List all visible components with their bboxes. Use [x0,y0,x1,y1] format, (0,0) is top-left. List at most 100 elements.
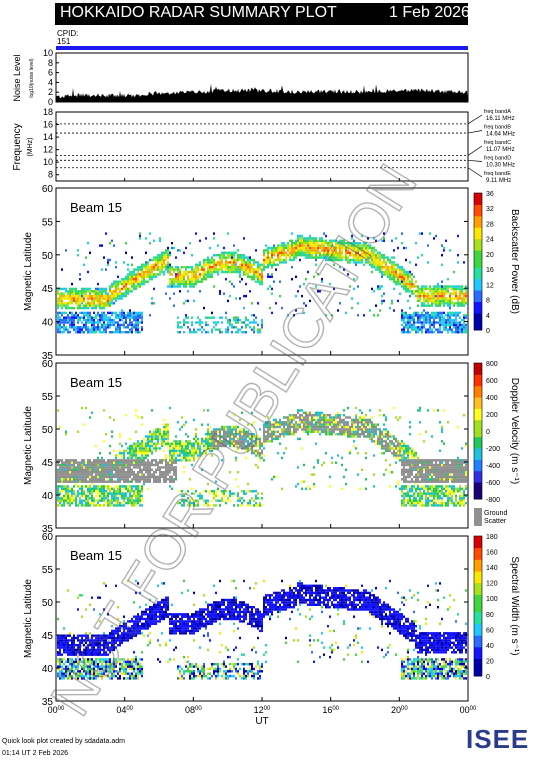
heatmap-cell [285,433,287,436]
heatmap-cell [311,428,313,431]
heatmap-cell [401,499,403,502]
heatmap-cell [193,499,195,502]
heatmap-cell [111,473,113,476]
heatmap-cell [251,444,253,448]
heatmap-cell [139,497,141,500]
heatmap-cell [241,501,243,505]
heatmap-cell [253,499,255,502]
heatmap-cell [167,268,169,271]
heatmap-cell [269,251,271,254]
heatmap-cell [389,273,391,276]
heatmap-cell [109,316,111,319]
heatmap-cell [247,501,249,505]
heatmap-cell [153,459,155,462]
heatmap-cell [111,478,113,481]
heatmap-cell [155,471,157,474]
heatmap-cell [193,275,195,278]
heatmap-cell [71,323,73,327]
heatmap-cell [463,323,465,327]
heatmap-cell [351,249,353,252]
heatmap-cell [433,318,435,322]
heatmap-cell [139,449,141,452]
heatmap-cell [403,447,405,450]
heatmap-cell [95,461,97,464]
heatmap-cell [421,285,423,288]
heatmap-cell [359,254,361,257]
heatmap-cell [457,304,459,307]
heatmap-cell [93,318,95,322]
heatmap-cell [199,454,201,457]
heatmap-cell [131,449,133,452]
heatmap-cell [389,306,391,310]
heatmap-cell [365,421,367,424]
heatmap-cell [361,416,363,419]
heatmap-cell [241,254,243,257]
heatmap-cell [257,270,259,274]
heatmap-cell [163,466,165,469]
heatmap-cell [125,280,127,283]
heatmap-cell [73,466,75,469]
heatmap-cell [359,416,361,419]
heatmap-cell [61,497,63,500]
heatmap-cell [143,273,145,276]
heatmap-cell [107,292,109,295]
heatmap-cell [375,433,377,436]
heatmap-cell [389,433,391,436]
heatmap-cell [165,249,167,252]
heatmap-cell [241,428,243,431]
heatmap-cell [461,302,463,305]
heatmap-cell [465,316,467,319]
heatmap-cell [311,430,313,433]
heatmap-cell [145,478,147,481]
heatmap-cell [201,437,203,441]
heatmap-cell [205,270,207,274]
heatmap-cell [115,499,117,502]
heatmap-cell [219,256,221,259]
heatmap-cell [195,428,197,431]
heatmap-cell [405,449,407,452]
heatmap-cell [175,466,177,469]
heatmap-cell [463,331,465,334]
heatmap-cell [141,280,143,283]
heatmap-cell [401,504,403,507]
heatmap-cell [233,435,235,438]
heatmap-cell [167,433,169,436]
heatmap-cell [125,463,127,467]
heatmap-cell [291,416,293,419]
heatmap-cell [405,494,407,498]
heatmap-cell [321,430,323,433]
heatmap-cell [393,287,395,291]
heatmap-cell [305,256,307,259]
heatmap-cell [423,297,425,300]
heatmap-cell [135,490,137,493]
heatmap-cell [65,499,67,502]
heatmap-cell [83,263,85,266]
heatmap-cell [457,285,459,288]
heatmap-cell [399,273,401,276]
heatmap-cell [115,463,117,467]
heatmap-cell [225,433,227,436]
heatmap-cell [111,282,113,286]
heatmap-cell [457,326,459,329]
heatmap-cell [269,423,271,426]
heatmap-cell [99,471,101,474]
heatmap-cell [425,304,427,307]
heatmap-cell [299,254,301,257]
heatmap-cell [209,437,211,441]
heatmap-cell [401,232,403,235]
heatmap-cell [211,447,213,450]
heatmap-cell [93,299,95,303]
heatmap-cell [231,326,233,329]
heatmap-cell [407,273,409,276]
heatmap-cell [313,242,315,245]
heatmap-cell [371,421,373,424]
heatmap-cell [385,440,387,443]
heatmap-cell [175,256,177,259]
heatmap-cell [141,326,143,329]
heatmap-cell [95,328,97,331]
heatmap-cell [255,440,257,443]
heatmap-cell [405,485,407,488]
heatmap-cell [141,456,143,460]
heatmap-cell [87,316,89,319]
heatmap-cell [299,246,301,250]
